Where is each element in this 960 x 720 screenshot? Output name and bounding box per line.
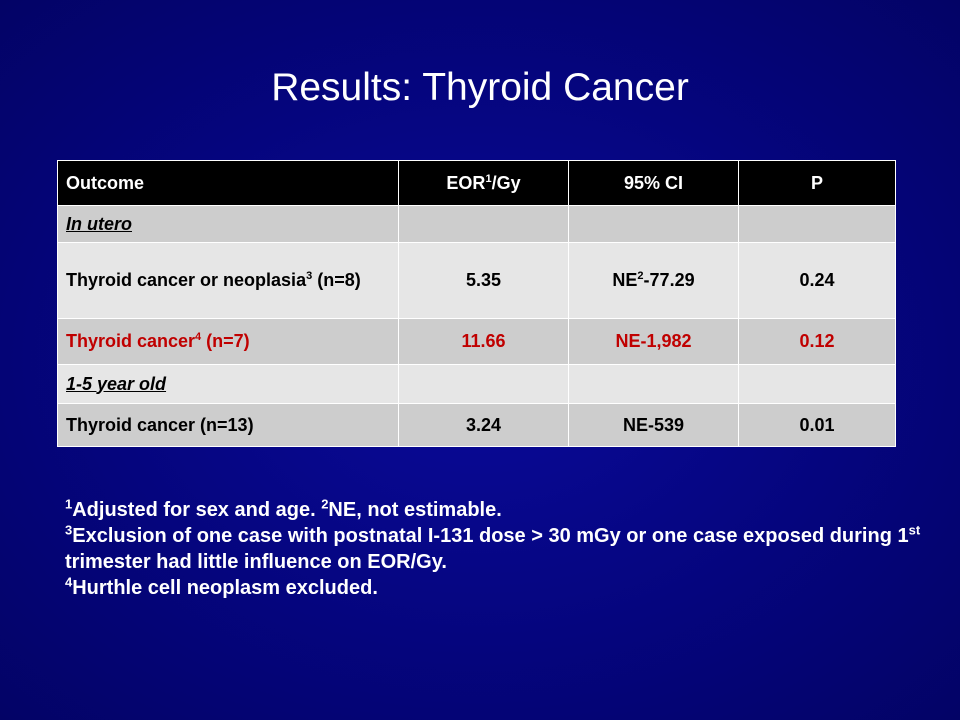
table-row-thyroid-cancer-13: Thyroid cancer (n=13) 3.24 NE-539 0.01 — [57, 403, 896, 447]
table-cell-empty — [738, 205, 896, 243]
table-cell-empty — [398, 364, 569, 404]
p-cell: 0.12 — [738, 318, 896, 365]
eor-cell: 11.66 — [398, 318, 569, 365]
footnote-line-4: 4Hurthle cell neoplasm excluded. — [65, 574, 378, 599]
results-table: Outcome EOR1/Gy 95% CI P In utero Thyroi… — [57, 160, 896, 447]
p-cell: 0.01 — [738, 403, 896, 447]
table-row-one-five-year: 1-5 year old — [57, 364, 896, 404]
header-outcome: Outcome — [57, 160, 399, 206]
section-label-in-utero: In utero — [57, 205, 399, 243]
outcome-cell: Thyroid cancer or neoplasia3 (n=8) — [57, 242, 399, 319]
ci-cell: NE2-77.29 — [568, 242, 739, 319]
eor-cell: 3.24 — [398, 403, 569, 447]
header-p: P — [738, 160, 896, 206]
p-cell: 0.24 — [738, 242, 896, 319]
footnote-line-3: 3Exclusion of one case with postnatal I-… — [65, 522, 921, 573]
ci-cell: NE-539 — [568, 403, 739, 447]
table-row-thyroid-cancer-highlight: Thyroid cancer4 (n=7) 11.66 NE-1,982 0.1… — [57, 318, 896, 365]
slide-title: Results: Thyroid Cancer — [271, 66, 689, 109]
header-eor: EOR1/Gy — [398, 160, 569, 206]
footnote-line-1: 1Adjusted for sex and age. 2NE, not esti… — [65, 496, 502, 521]
outcome-cell: Thyroid cancer4 (n=7) — [57, 318, 399, 365]
table-cell-empty — [568, 364, 739, 404]
table-row-thyroid-neoplasia: Thyroid cancer or neoplasia3 (n=8) 5.35 … — [57, 242, 896, 319]
header-ci: 95% CI — [568, 160, 739, 206]
eor-cell: 5.35 — [398, 242, 569, 319]
ci-cell: NE-1,982 — [568, 318, 739, 365]
section-label-one-five-year: 1-5 year old — [57, 364, 399, 404]
footnotes: 1Adjusted for sex and age. 2NE, not esti… — [65, 497, 925, 601]
table-cell-empty — [398, 205, 569, 243]
table-cell-empty — [738, 364, 896, 404]
outcome-cell: Thyroid cancer (n=13) — [57, 403, 399, 447]
table-row-in-utero: In utero — [57, 205, 896, 243]
table-cell-empty — [568, 205, 739, 243]
table-header-row: Outcome EOR1/Gy 95% CI P — [57, 160, 896, 206]
